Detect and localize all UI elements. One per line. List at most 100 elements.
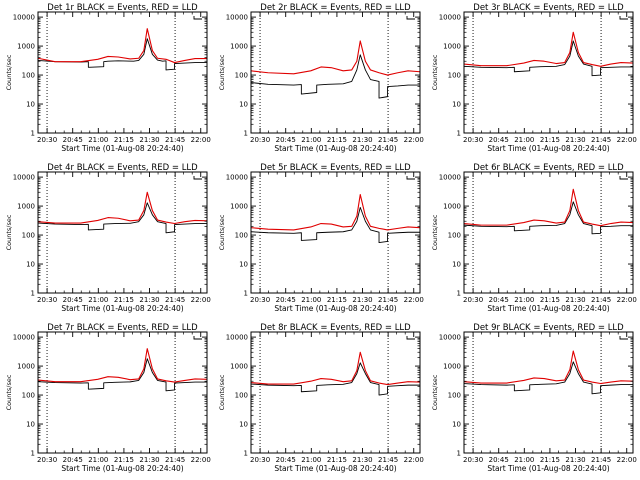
series-events-line: [464, 201, 633, 235]
series-lld-line: [38, 191, 207, 225]
series-events-line: [38, 358, 207, 392]
x-tick-label: 21:30: [352, 136, 372, 144]
x-tick-label: 21:45: [378, 296, 398, 304]
plot-frame: [250, 331, 421, 454]
x-tick-label: 22:00: [404, 136, 424, 144]
y-axis-label: Counts/sec: [218, 54, 226, 90]
series-lld-line: [464, 188, 633, 227]
x-tick-label: 21:45: [378, 136, 398, 144]
y-tick-label: 1: [457, 290, 461, 298]
x-tick-label: 21:30: [565, 136, 585, 144]
y-tick-label: 10000: [226, 174, 248, 182]
y-tick-label: 100: [448, 392, 461, 400]
panel-title: Det 9r BLACK = Events, RED = LLD: [473, 323, 624, 333]
x-axis-label: Start Time (01-Aug-08 20:24:40): [274, 304, 396, 313]
y-tick-label: 100: [22, 232, 35, 240]
x-tick-label: 21:00: [301, 136, 321, 144]
panel-title: Det 7r BLACK = Events, RED = LLD: [47, 323, 198, 333]
x-tick-label: 22:00: [191, 136, 211, 144]
y-axis-label: Counts/sec: [431, 214, 439, 250]
x-tick-label: 21:30: [139, 456, 159, 464]
y-tick-label: 10000: [13, 334, 35, 342]
y-tick-label: 10: [239, 101, 248, 109]
detector-panel-1: Det 1r BLACK = Events, RED = LLD Counts/s…: [5, 3, 211, 153]
plot-frame: [463, 331, 634, 454]
x-tick-label: 20:30: [463, 456, 483, 464]
y-tick-label: 10000: [439, 14, 461, 22]
detector-panel-8: Det 8r BLACK = Events, RED = LLD Counts/s…: [218, 323, 424, 473]
y-tick-label: 1000: [17, 43, 35, 51]
y-tick-label: 100: [448, 232, 461, 240]
x-tick-label: 21:00: [301, 456, 321, 464]
x-tick-label: 21:00: [514, 456, 534, 464]
y-tick-label: 1000: [17, 203, 35, 211]
series-lld-line: [38, 348, 207, 383]
plot-frame: [250, 171, 421, 294]
legend-marker: [193, 176, 202, 180]
y-axis-label: Counts/sec: [431, 374, 439, 410]
panel-title: Det 6r BLACK = Events, RED = LLD: [473, 163, 624, 173]
y-tick-label: 10000: [13, 174, 35, 182]
x-tick-label: 20:45: [276, 136, 296, 144]
x-tick-label: 21:15: [540, 456, 560, 464]
panel-title: Det 2r BLACK = Events, RED = LLD: [260, 3, 411, 13]
x-axis-label: Start Time (01-Aug-08 20:24:40): [61, 304, 183, 313]
series-events-line: [38, 202, 207, 234]
x-tick-label: 21:30: [139, 136, 159, 144]
y-tick-label: 100: [22, 392, 35, 400]
x-tick-label: 22:00: [404, 456, 424, 464]
x-tick-label: 21:45: [591, 136, 611, 144]
series-events-line: [251, 362, 420, 396]
x-tick-label: 21:45: [165, 136, 185, 144]
x-tick-label: 20:45: [63, 296, 83, 304]
plot-data: [464, 31, 633, 77]
detector-panel-6: Det 6r BLACK = Events, RED = LLD Counts/s…: [431, 163, 637, 313]
x-axis-label: Start Time (01-Aug-08 20:24:40): [487, 464, 609, 473]
y-tick-label: 1: [31, 450, 35, 458]
series-lld-line: [464, 31, 633, 67]
x-axis-label: Start Time (01-Aug-08 20:24:40): [61, 464, 183, 473]
x-tick-label: 22:00: [617, 456, 637, 464]
series-lld-line: [251, 40, 420, 76]
y-axis-label: Counts/sec: [5, 374, 13, 410]
y-tick-label: 10000: [226, 334, 248, 342]
x-tick-label: 21:45: [591, 296, 611, 304]
x-tick-label: 20:30: [463, 296, 483, 304]
y-tick-label: 1: [244, 290, 248, 298]
x-tick-label: 20:30: [250, 136, 270, 144]
detector-panel-9: Det 9r BLACK = Events, RED = LLD Counts/s…: [431, 323, 637, 473]
panel-title: Det 1r BLACK = Events, RED = LLD: [47, 3, 198, 13]
detector-panel-7: Det 7r BLACK = Events, RED = LLD Counts/s…: [5, 323, 211, 473]
legend-marker: [406, 176, 415, 180]
y-tick-label: 1: [457, 130, 461, 138]
y-tick-label: 1: [31, 290, 35, 298]
plot-data: [38, 348, 207, 392]
panel-grid: Det 1r BLACK = Events, RED = LLD Counts/s…: [5, 3, 637, 473]
legend-marker: [193, 336, 202, 340]
plot-data: [251, 194, 420, 244]
y-axis-label: Counts/sec: [431, 54, 439, 90]
x-tick-label: 21:15: [327, 296, 347, 304]
detector-panel-2: Det 2r BLACK = Events, RED = LLD Counts/s…: [218, 3, 424, 153]
series-lld-line: [38, 28, 207, 64]
x-tick-label: 21:45: [165, 296, 185, 304]
legend-marker: [619, 16, 628, 20]
y-tick-label: 10: [26, 421, 35, 429]
x-tick-label: 20:45: [63, 136, 83, 144]
series-events-line: [464, 361, 633, 395]
x-tick-label: 20:30: [37, 136, 57, 144]
y-tick-label: 10: [239, 261, 248, 269]
x-tick-label: 21:15: [114, 136, 134, 144]
y-tick-label: 1000: [443, 203, 461, 211]
y-tick-label: 10000: [13, 14, 35, 22]
x-tick-label: 21:15: [114, 296, 134, 304]
x-axis-label: Start Time (01-Aug-08 20:24:40): [487, 144, 609, 153]
y-tick-label: 1000: [17, 363, 35, 371]
x-tick-label: 21:45: [591, 456, 611, 464]
legend-marker: [406, 16, 415, 20]
y-tick-label: 1000: [443, 363, 461, 371]
plot-frame: [250, 11, 421, 134]
series-lld-line: [251, 351, 420, 386]
plot-data: [38, 191, 207, 234]
